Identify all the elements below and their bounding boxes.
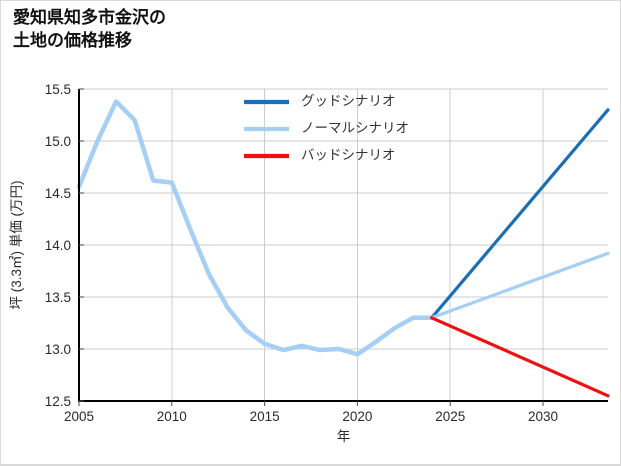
legend-entry[interactable]: バッドシナリオ	[244, 148, 396, 163]
y-tick-label: 13.5	[45, 290, 71, 305]
legend-entry[interactable]: グッドシナリオ	[244, 94, 396, 109]
x-tick-label: 2010	[157, 409, 187, 424]
legend-entry[interactable]: ノーマルシナリオ	[244, 121, 409, 136]
legend-label: グッドシナリオ	[301, 94, 396, 109]
y-tick-label: 15.5	[45, 82, 71, 97]
y-axis-title: 坪 (3.3㎡) 単価 (万円)	[9, 180, 24, 309]
y-tick-label: 12.5	[45, 394, 71, 409]
x-axis-title: 年	[337, 429, 351, 444]
y-tick-label: 14.5	[45, 186, 71, 201]
y-tick-label: 14.0	[45, 238, 71, 253]
legend-label: ノーマルシナリオ	[301, 121, 409, 136]
series-line-実績--ノーマルシナリオ継続-	[76, 99, 434, 357]
series-line-グッドシナリオ	[430, 108, 610, 320]
x-tick-label: 2005	[64, 409, 94, 424]
y-tick-label: 13.0	[45, 342, 71, 357]
y-tick-label: 15.0	[45, 134, 71, 149]
x-tick-label: 2015	[250, 409, 280, 424]
series-line-ノーマルシナリオ予測	[430, 251, 610, 320]
x-tick-label: 2030	[528, 409, 558, 424]
series-line-バッドシナリオ	[430, 316, 610, 398]
legend-label: バッドシナリオ	[301, 148, 396, 163]
x-tick-label: 2020	[342, 409, 372, 424]
chart-title: 愛知県知多市金沢の 土地の価格推移	[13, 8, 166, 50]
x-tick-label: 2025	[435, 409, 465, 424]
